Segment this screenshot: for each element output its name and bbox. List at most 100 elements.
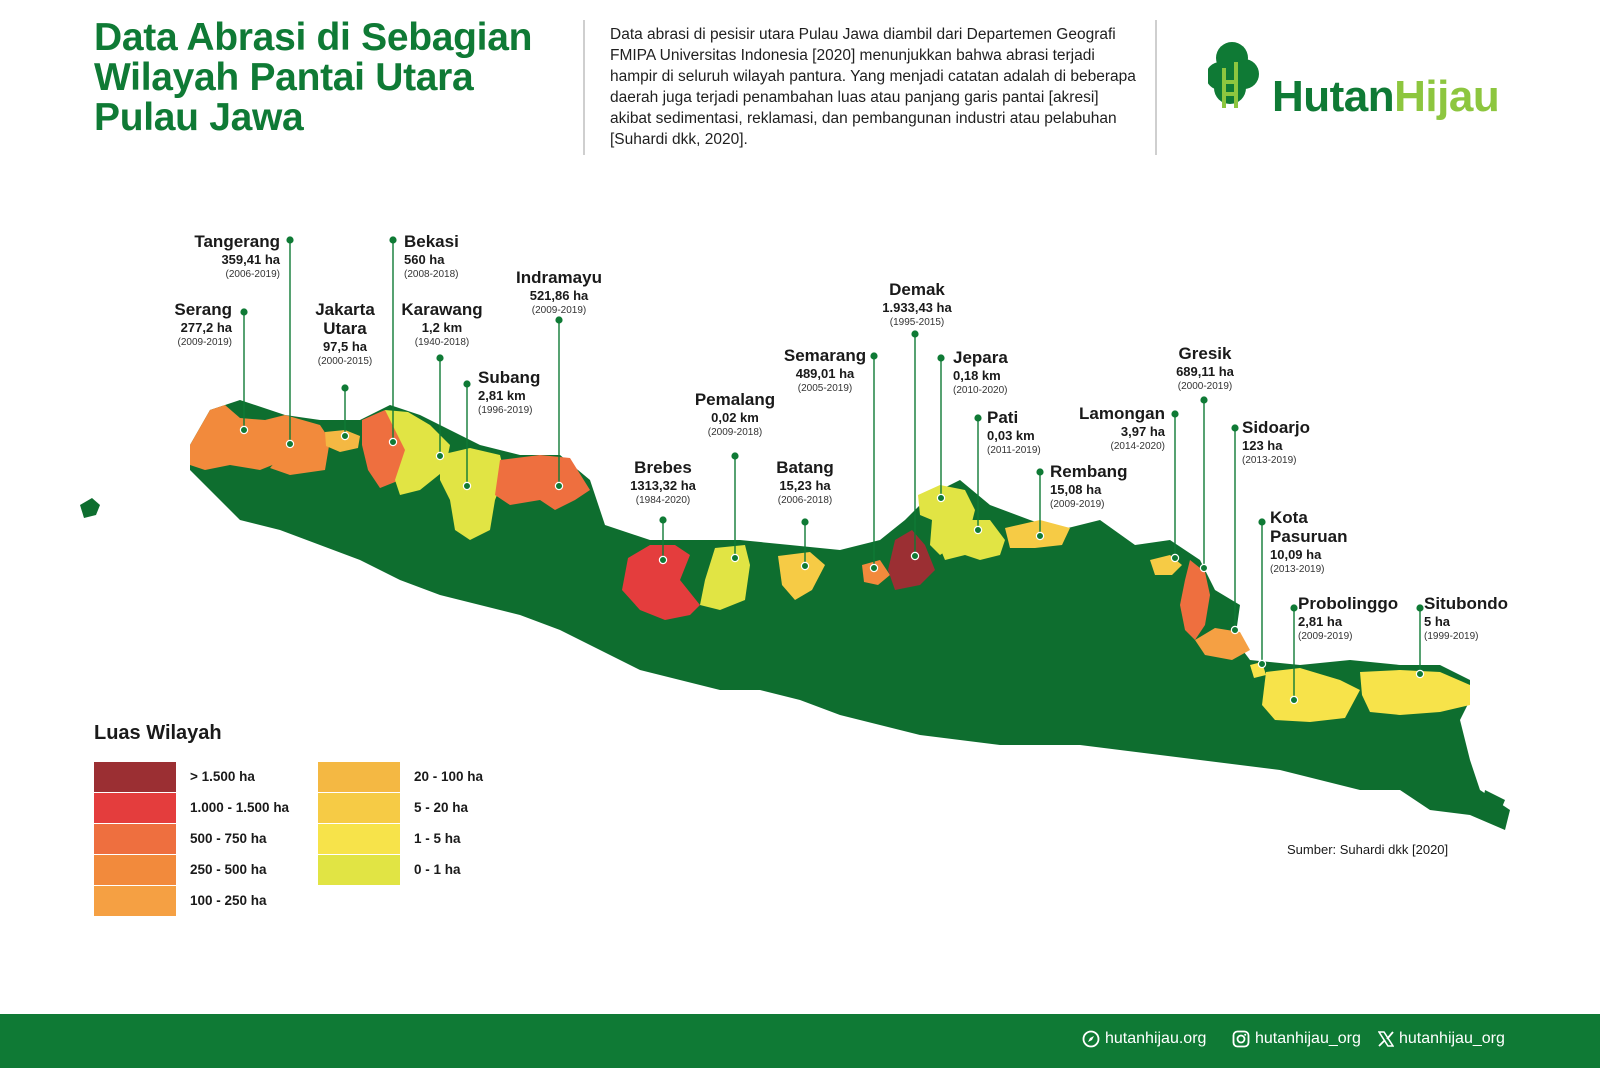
legend-label: 100 - 250 ha <box>190 893 267 908</box>
region-serang <box>190 405 285 470</box>
label-indramayu: Indramayu 521,86 ha (2009-2019) <box>516 268 602 316</box>
legend-swatch <box>94 855 176 885</box>
region-subang <box>440 448 505 540</box>
leader-dot-bekasi-end <box>388 437 398 447</box>
label-karawang: Karawang 1,2 km (1940-2018) <box>401 300 483 348</box>
leader-dot-brebes-start <box>659 516 667 524</box>
leader-dot-jakarta-end <box>340 431 350 441</box>
brand-logo[interactable]: HutanHijau <box>1208 40 1528 130</box>
region-sidoarjo <box>1195 628 1250 660</box>
leader-dot-subang-end <box>462 481 472 491</box>
label-probolinggo: Probolinggo 2,81 ha (2009-2019) <box>1298 594 1399 642</box>
leader-dot-probolinggo-end <box>1289 695 1299 705</box>
logo-wordmark: HutanHijau <box>1272 72 1500 121</box>
leader-dot-pati-end <box>973 525 983 535</box>
label-batang: Batang 15,23 ha (2006-2018) <box>776 458 834 506</box>
legend-label: 1 - 5 ha <box>414 831 461 846</box>
header-divider-left <box>583 20 585 155</box>
header-divider-right <box>1155 20 1157 155</box>
footer-instagram-link[interactable]: hutanhijau_org <box>1232 1030 1361 1048</box>
legend-swatch <box>94 886 176 916</box>
label-semarang: Semarang 489,01 ha (2005-2019) <box>783 346 867 394</box>
legend-title: Luas Wilayah <box>94 722 222 744</box>
leader-dot-tangerang-end <box>285 439 295 449</box>
region-brebes <box>622 545 700 620</box>
leader-dot-jepara-start <box>937 354 945 362</box>
leader-dot-pasuruan-end <box>1257 659 1267 669</box>
label-rembang: Rembang 15,08 ha (2009-2019) <box>1050 462 1128 510</box>
legend-swatch <box>318 762 400 792</box>
label-tangerang: Tangerang 359,41 ha (2006-2019) <box>194 232 280 280</box>
leader-dot-karawang-end <box>435 451 445 461</box>
region-situbondo <box>1360 670 1470 715</box>
leader-dot-probolinggo-start <box>1290 604 1298 612</box>
legend-swatch <box>94 762 176 792</box>
label-demak: Demak 1.933,43 ha (1995-2015) <box>882 280 952 328</box>
label-jepara: Jepara 0,18 km (2010-2020) <box>953 348 1008 396</box>
leader-dot-indramayu-start <box>555 316 563 324</box>
region-gresik <box>1180 560 1210 640</box>
leader-dot-tangerang-start <box>286 236 294 244</box>
leader-dot-serang-end <box>239 425 249 435</box>
compass-icon <box>1082 1030 1100 1048</box>
leader-dot-situbondo-start <box>1416 604 1424 612</box>
leader-dot-pati-start <box>974 414 982 422</box>
region-batang <box>778 552 825 600</box>
website-text: hutanhijau.org <box>1105 1030 1207 1047</box>
label-situbondo: Situbondo 5 ha (1999-2019) <box>1424 594 1509 642</box>
leader-dot-sidoarjo-start <box>1231 424 1239 432</box>
instagram-icon <box>1232 1030 1250 1048</box>
leader-dot-batang-start <box>801 518 809 526</box>
leader-dot-demak-start <box>911 330 919 338</box>
legend-swatch <box>318 824 400 854</box>
label-pati: Pati 0,03 km (2011-2019) <box>987 408 1041 456</box>
label-jakarta-utara: Jakarta Utara 97,5 ha (2000-2015) <box>315 300 375 367</box>
label-serang: Serang 277,2 ha (2009-2019) <box>174 300 232 348</box>
label-sidoarjo: Sidoarjo 123 ha (2013-2019) <box>1242 418 1311 466</box>
leader-dot-batang-end <box>800 561 810 571</box>
region-probolinggo <box>1262 668 1360 722</box>
footer-bar: hutanhijau.org hutanhijau_org hutanhijau… <box>0 1014 1600 1068</box>
region-pati <box>940 520 1005 560</box>
label-gresik: Gresik 689,11 ha (2000-2019) <box>1176 344 1234 392</box>
legend-swatch <box>318 793 400 823</box>
instagram-text: hutanhijau_org <box>1255 1030 1361 1047</box>
label-kota-pasuruan: Kota Pasuruan 10,09 ha (2013-2019) <box>1270 508 1348 575</box>
leader-dot-gresik-start <box>1200 396 1208 404</box>
legend-label: 5 - 20 ha <box>414 800 469 815</box>
islet-madura-tip <box>1482 790 1505 812</box>
label-bekasi: Bekasi 560 ha (2008-2018) <box>404 232 459 280</box>
leader-dot-rembang-start <box>1036 468 1044 476</box>
label-pemalang: Pemalang 0,02 km (2009-2018) <box>694 390 776 438</box>
leader-dot-gresik-end <box>1199 563 1209 573</box>
region-jakarta <box>325 430 360 452</box>
x-logo-icon <box>1378 1031 1394 1047</box>
leader-dot-rembang-end <box>1035 531 1045 541</box>
legend-swatch <box>94 824 176 854</box>
leader-dot-brebes-end <box>658 555 668 565</box>
label-brebes: Brebes 1313,32 ha (1984-2020) <box>630 458 696 506</box>
region-tangerang <box>265 415 330 475</box>
leader-dot-bekasi-start <box>389 236 397 244</box>
legend-label: 250 - 500 ha <box>190 862 267 877</box>
legend-label: 20 - 100 ha <box>414 769 484 784</box>
leader-dot-lamongan-end <box>1170 553 1180 563</box>
label-lamongan: Lamongan 3,97 ha (2014-2020) <box>1079 404 1165 452</box>
leader-dot-demak-end <box>910 551 920 561</box>
tree-logo-icon <box>1208 42 1259 108</box>
leader-dot-jakarta-start <box>341 384 349 392</box>
legend-label: > 1.500 ha <box>190 769 255 784</box>
footer-website-link[interactable]: hutanhijau.org <box>1082 1030 1206 1048</box>
footer-x-link[interactable]: hutanhijau_org <box>1378 1030 1505 1048</box>
leader-dot-jepara-end <box>936 493 946 503</box>
leader-dot-serang-start <box>240 308 248 316</box>
leader-dot-situbondo-end <box>1415 669 1425 679</box>
leader-dot-pemalang-start <box>731 452 739 460</box>
legend-swatch <box>94 793 176 823</box>
leader-dot-karawang-start <box>436 354 444 362</box>
page-title: Data Abrasi di Sebagian Wilayah Pantai U… <box>94 16 533 139</box>
leader-dot-semarang-end <box>869 563 879 573</box>
region-semarang <box>862 560 890 585</box>
